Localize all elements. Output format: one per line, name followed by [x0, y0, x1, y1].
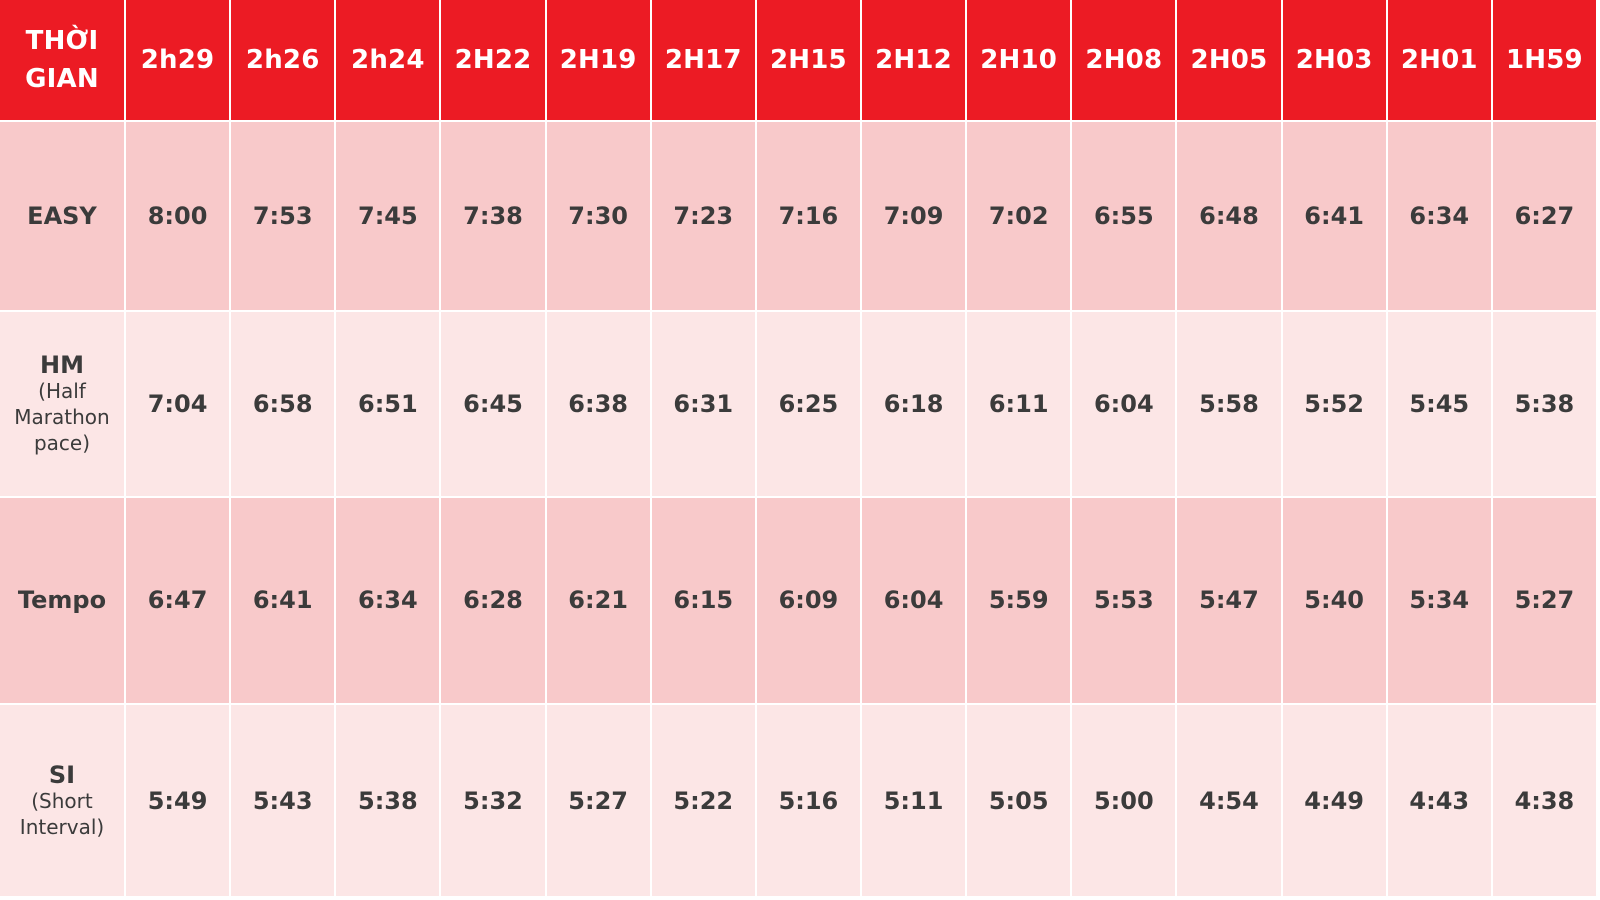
pace-cell: 6:34 — [336, 497, 440, 704]
pace-cell: 6:47 — [126, 497, 230, 704]
pace-cell: 7:23 — [651, 122, 755, 310]
pace-cell: 6:15 — [651, 497, 755, 704]
header-time-cell: 2H01 — [1387, 0, 1491, 120]
header-time-label-line2: GIAN — [25, 64, 99, 94]
pace-cell: 6:18 — [861, 311, 966, 496]
pace-cell: 6:41 — [231, 497, 335, 704]
pace-cell: 6:04 — [1072, 311, 1176, 496]
pace-cell: 6:27 — [1492, 122, 1596, 310]
pace-cell: 6:25 — [756, 311, 860, 496]
table-row-easy: EASY 8:00 7:53 7:45 7:38 7:30 7:23 7:16 … — [0, 122, 1596, 310]
header-time-cell: 2H15 — [756, 0, 860, 120]
pace-cell: 5:40 — [1282, 497, 1386, 704]
row-label-sub: pace) — [33, 430, 91, 455]
row-label-sub: (Half — [38, 378, 86, 403]
pace-cell: 5:49 — [126, 705, 230, 896]
header-time-label-line1: THỜI — [25, 26, 99, 56]
pace-cell: 5:52 — [1282, 311, 1386, 496]
row-label-main: EASY — [27, 201, 97, 230]
pace-cell: 6:21 — [546, 497, 650, 704]
header-time-cell: 2h24 — [336, 0, 440, 120]
pace-cell: 8:00 — [126, 122, 230, 310]
pace-cell: 5:05 — [967, 705, 1071, 896]
pace-cell: 5:34 — [1387, 497, 1491, 704]
pace-cell: 5:22 — [651, 705, 755, 896]
pace-cell: 5:16 — [756, 705, 860, 896]
pace-cell: 4:49 — [1282, 705, 1386, 896]
pace-cell: 6:34 — [1387, 122, 1491, 310]
pace-cell: 5:27 — [546, 705, 650, 896]
row-label-sub: (Short — [31, 788, 93, 813]
header-time-cell: 2H22 — [441, 0, 545, 120]
row-label-sub: Interval) — [19, 814, 105, 839]
header-time-cell: 2h29 — [126, 0, 230, 120]
pace-cell: 6:58 — [231, 311, 335, 496]
row-label-sub: Marathon — [14, 404, 110, 429]
pace-cell: 5:32 — [441, 705, 545, 896]
row-label-main: HM — [40, 350, 84, 379]
pace-cell: 5:53 — [1072, 497, 1176, 704]
pace-cell: 6:04 — [861, 497, 966, 704]
header-time-cell: 2H19 — [546, 0, 650, 120]
header-time-cell: 1H59 — [1492, 0, 1596, 120]
pace-cell: 4:43 — [1387, 705, 1491, 896]
pace-cell: 6:45 — [441, 311, 545, 496]
pace-cell: 7:16 — [756, 122, 860, 310]
pace-cell: 6:41 — [1282, 122, 1386, 310]
row-label-hm: HM (Half Marathon pace) — [0, 311, 124, 496]
header-time-cell: 2H05 — [1177, 0, 1281, 120]
row-label-si: SI (Short Interval) — [0, 705, 124, 896]
pace-cell: 5:27 — [1492, 497, 1596, 704]
row-label-main: Tempo — [17, 586, 107, 615]
row-label-easy: EASY — [0, 122, 124, 310]
pace-cell: 5:00 — [1072, 705, 1176, 896]
pace-cell: 5:58 — [1177, 311, 1281, 496]
pace-cell: 7:30 — [546, 122, 650, 310]
pace-cell: 6:28 — [441, 497, 545, 704]
pace-cell: 7:09 — [861, 122, 966, 310]
pace-cell: 6:09 — [756, 497, 860, 704]
pace-cell: 7:53 — [231, 122, 335, 310]
header-time-cell: 2H08 — [1072, 0, 1176, 120]
pace-cell: 5:38 — [1492, 311, 1596, 496]
pace-cell: 6:48 — [1177, 122, 1281, 310]
pace-cell: 7:38 — [441, 122, 545, 310]
pace-cell: 5:38 — [336, 705, 440, 896]
header-time-label: THỜI GIAN — [0, 0, 124, 120]
pace-cell: 5:47 — [1177, 497, 1281, 704]
header-time-cell: 2H17 — [651, 0, 755, 120]
header-time-cell: 2H10 — [967, 0, 1071, 120]
pace-cell: 4:38 — [1492, 705, 1596, 896]
pace-cell: 5:45 — [1387, 311, 1491, 496]
pace-cell: 6:11 — [967, 311, 1071, 496]
pace-cell: 5:43 — [231, 705, 335, 896]
pace-cell: 6:51 — [336, 311, 440, 496]
header-time-cell: 2H12 — [861, 0, 966, 120]
pace-cell: 6:55 — [1072, 122, 1176, 310]
header-time-cell: 2h26 — [231, 0, 335, 120]
pace-cell: 7:02 — [967, 122, 1071, 310]
pace-cell: 5:59 — [967, 497, 1071, 704]
pace-cell: 5:11 — [861, 705, 966, 896]
table-row-si: SI (Short Interval) 5:49 5:43 5:38 5:32 … — [0, 705, 1596, 896]
table-row-hm: HM (Half Marathon pace) 7:04 6:58 6:51 6… — [0, 311, 1596, 496]
pace-cell: 6:31 — [651, 311, 755, 496]
row-label-main: SI — [48, 760, 76, 789]
table-row-tempo: Tempo 6:47 6:41 6:34 6:28 6:21 6:15 6:09… — [0, 497, 1596, 704]
pace-cell: 7:45 — [336, 122, 440, 310]
pace-cell: 4:54 — [1177, 705, 1281, 896]
pace-cell: 7:04 — [126, 311, 230, 496]
pace-cell: 6:38 — [546, 311, 650, 496]
header-time-cell: 2H03 — [1282, 0, 1386, 120]
header-row: THỜI GIAN 2h29 2h26 2h24 2H22 2H19 2H17 … — [0, 0, 1596, 120]
row-label-tempo: Tempo — [0, 497, 124, 704]
